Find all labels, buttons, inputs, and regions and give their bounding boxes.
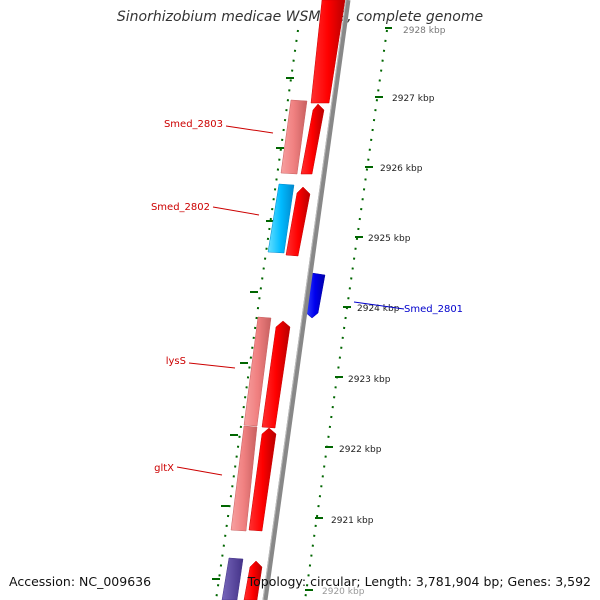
map-title: Sinorhizobium medicae WSM419, complete g… bbox=[116, 9, 484, 25]
gene-label-gltx[interactable]: gltX bbox=[154, 463, 174, 474]
kbp-label-2925: 2925 kbp bbox=[368, 234, 411, 244]
gene-smed-2803-feature[interactable] bbox=[280, 99, 308, 175]
kbp-labels: 2928 kbp 2927 kbp 2926 kbp 2925 kbp 2924… bbox=[322, 26, 446, 597]
kbp-label-2922: 2922 kbp bbox=[339, 445, 382, 455]
kbp-label-2923: 2923 kbp bbox=[348, 375, 391, 385]
gene-gltx-cds[interactable] bbox=[248, 427, 277, 532]
gene-label-smed-2803[interactable]: Smed_2803 bbox=[164, 119, 223, 130]
kbp-label-2928: 2928 kbp bbox=[403, 26, 446, 36]
feature-track bbox=[221, 0, 346, 600]
gene-smed-2803-cds[interactable] bbox=[300, 103, 325, 175]
genome-backbone bbox=[262, 0, 351, 600]
accession-text: Accession: NC_009636 bbox=[9, 574, 152, 589]
gene-label-smed-2802[interactable]: Smed_2802 bbox=[151, 202, 210, 213]
gene-smed-2802-cds[interactable] bbox=[285, 186, 311, 257]
gene-arrow-top[interactable] bbox=[310, 0, 346, 104]
gene-label-smed-2801[interactable]: Smed_2801 bbox=[404, 304, 463, 315]
gene-lyss-feature[interactable] bbox=[243, 316, 272, 427]
kbp-label-2927: 2927 kbp bbox=[392, 94, 435, 104]
kbp-label-2920: 2920 kbp bbox=[322, 587, 365, 597]
gene-labels: Smed_2803 Smed_2802 Smed_2801 lysS gltX bbox=[151, 119, 463, 474]
genome-backbone-highlight bbox=[262, 0, 347, 600]
inner-ticks bbox=[212, 77, 294, 580]
kbp-label-2926: 2926 kbp bbox=[380, 164, 423, 174]
kbp-label-2921: 2921 kbp bbox=[331, 516, 374, 526]
label-leaders bbox=[176, 125, 405, 476]
gene-bottom-cds[interactable] bbox=[243, 560, 263, 600]
gene-label-lyss[interactable]: lysS bbox=[166, 356, 186, 367]
gene-bottom-feature[interactable] bbox=[221, 557, 244, 600]
gene-smed-2802-rna[interactable] bbox=[267, 183, 295, 254]
gene-lyss-cds[interactable] bbox=[261, 320, 291, 429]
gene-gltx-feature[interactable] bbox=[230, 425, 258, 532]
genome-summary-text: Topology: circular; Length: 3,781,904 bp… bbox=[247, 574, 591, 589]
outer-ticks bbox=[305, 27, 392, 591]
kbp-label-2924: 2924 kbp bbox=[357, 304, 400, 314]
